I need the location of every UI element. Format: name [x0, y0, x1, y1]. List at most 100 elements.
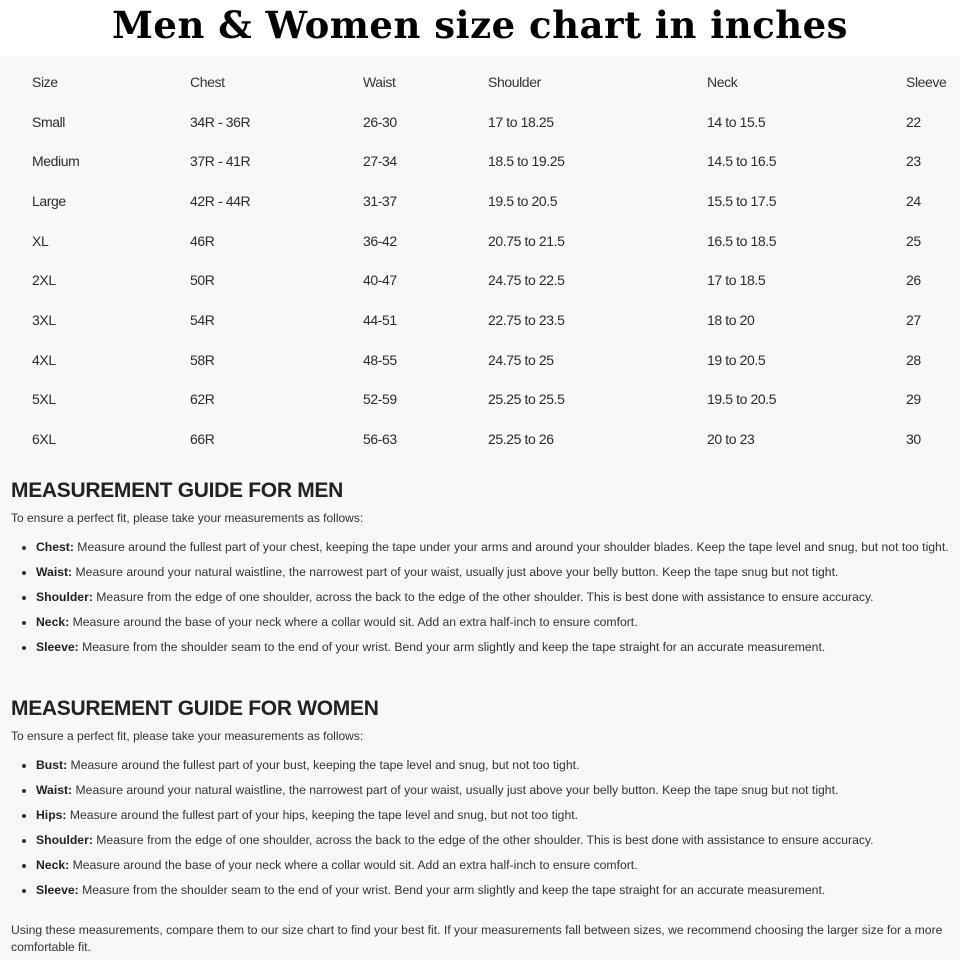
guide-item-text: Measure around your natural waistline, t…: [72, 783, 839, 797]
guide-item-text: Measure around the fullest part of your …: [73, 540, 949, 554]
guide-item: Waist: Measure around your natural waist…: [22, 782, 951, 799]
guide-item-term: Bust:: [36, 758, 68, 772]
table-header-row: Size Chest Waist Shoulder Neck Sleeve: [0, 62, 956, 102]
table-cell: 18.5 to 19.25: [488, 153, 565, 170]
table-cell: 62R: [190, 391, 215, 408]
table-row: 5XL 62R 52-59 25.25 to 25.5 19.5 to 20.5 29: [0, 380, 956, 420]
table-cell: Large: [32, 192, 66, 209]
table-row: Medium 37R - 41R 27-34 18.5 to 19.25 14.5 to…: [0, 141, 956, 181]
table-cell: 52-59: [363, 391, 397, 408]
guide-item-term: Sleeve:: [36, 883, 79, 897]
table-cell: 3XL: [32, 311, 56, 328]
guide-item-text: Measure from the shoulder seam to the en…: [78, 883, 826, 897]
guide-item: Chest: Measure around the fullest part o…: [22, 539, 951, 556]
page-title: Men & Women size chart in inches: [0, 0, 960, 56]
guide-item: Hips: Measure around the fullest part of…: [22, 807, 951, 824]
guide-item-text: Measure around the fullest part of your …: [67, 758, 580, 772]
table-row: Small 34R - 36R 26-30 17 to 18.25 14 to 15.5…: [0, 102, 956, 142]
table-cell: 37R - 41R: [190, 153, 251, 170]
table-cell: 66R: [190, 431, 215, 448]
table-cell: Medium: [32, 153, 80, 170]
table-cell: 20.75 to 21.5: [488, 232, 565, 249]
women-guide-intro: To ensure a perfect fit, please take you…: [11, 729, 364, 743]
table-cell: 30: [906, 431, 921, 448]
guide-item-term: Shoulder:: [36, 833, 93, 847]
guide-item-text: Measure around your natural waistline, t…: [72, 565, 839, 579]
guide-item: Neck: Measure around the base of your ne…: [22, 614, 951, 631]
table-cell: 14 to 15.5: [707, 113, 766, 130]
table-cell: 26-30: [363, 113, 397, 130]
table-cell: 18 to 20: [707, 311, 755, 328]
table-cell: 28: [906, 351, 921, 368]
table-cell: 25.25 to 26: [488, 431, 554, 448]
guide-item-term: Shoulder:: [36, 590, 93, 604]
guide-item: Waist: Measure around your natural waist…: [22, 564, 951, 581]
table-cell: 54R: [190, 311, 215, 328]
column-header: Neck: [707, 73, 738, 90]
table-cell: 27-34: [363, 153, 397, 170]
table-cell: 46R: [190, 232, 215, 249]
table-cell: 15.5 to 17.5: [707, 192, 777, 209]
table-cell: 25.25 to 25.5: [488, 391, 565, 408]
footer-note: Using these measurements, compare them t…: [11, 923, 943, 954]
table-cell: 2XL: [32, 272, 56, 289]
guide-item: Shoulder: Measure from the edge of one s…: [22, 589, 951, 606]
table-cell: 29: [906, 391, 921, 408]
guide-item: Sleeve: Measure from the shoulder seam t…: [22, 639, 951, 656]
table-cell: 44-51: [363, 311, 397, 328]
column-header: Shoulder: [488, 73, 541, 90]
column-header: Waist: [363, 73, 396, 90]
table-cell: 58R: [190, 351, 215, 368]
table-row: 3XL 54R 44-51 22.75 to 23.5 18 to 20 27: [0, 300, 956, 340]
table-cell: 19 to 20.5: [707, 351, 766, 368]
table-cell: 14.5 to 16.5: [707, 153, 777, 170]
table-cell: 50R: [190, 272, 215, 289]
table-row: 4XL 58R 48-55 24.75 to 25 19 to 20.5 28: [0, 340, 956, 380]
guide-item-text: Measure from the edge of one shoulder, a…: [92, 833, 874, 847]
men-guide-list: Chest: Measure around the fullest part o…: [0, 539, 951, 664]
table-cell: 19.5 to 20.5: [488, 192, 558, 209]
guide-item-text: Measure around the base of your neck whe…: [69, 858, 638, 872]
guide-item-text: Measure from the edge of one shoulder, a…: [92, 590, 874, 604]
men-guide-intro: To ensure a perfect fit, please take you…: [11, 511, 364, 525]
table-cell: 6XL: [32, 431, 56, 448]
guide-item: Sleeve: Measure from the shoulder seam t…: [22, 882, 951, 899]
women-guide-list: Bust: Measure around the fullest part of…: [0, 757, 951, 907]
table-cell: 25: [906, 232, 921, 249]
men-guide-heading: MEASUREMENT GUIDE FOR MEN: [11, 479, 344, 502]
guide-item-term: Hips:: [36, 808, 67, 822]
guide-item: Bust: Measure around the fullest part of…: [22, 757, 951, 774]
women-guide-heading: MEASUREMENT GUIDE FOR WOMEN: [11, 697, 379, 720]
table-cell: 24.75 to 25: [488, 351, 554, 368]
table-cell: 42R - 44R: [190, 192, 251, 209]
table-cell: 5XL: [32, 391, 56, 408]
table-cell: 22.75 to 23.5: [488, 311, 565, 328]
table-cell: 27: [906, 311, 921, 328]
guide-item-text: Measure around the base of your neck whe…: [69, 615, 638, 629]
column-header: Chest: [190, 73, 225, 90]
guide-item: Shoulder: Measure from the edge of one s…: [22, 832, 951, 849]
guide-item-text: Measure from the shoulder seam to the en…: [78, 640, 826, 654]
column-header: Sleeve: [906, 73, 947, 90]
guide-item-term: Waist:: [36, 565, 73, 579]
table-cell: 34R - 36R: [190, 113, 251, 130]
table-cell: 23: [906, 153, 921, 170]
table-cell: 56-63: [363, 431, 397, 448]
table-cell: 40-47: [363, 272, 397, 289]
table-cell: 17 to 18.5: [707, 272, 766, 289]
table-cell: 31-37: [363, 192, 397, 209]
table-cell: 16.5 to 18.5: [707, 232, 777, 249]
table-cell: 36-42: [363, 232, 397, 249]
table-row: 2XL 50R 40-47 24.75 to 22.5 17 to 18.5 26: [0, 260, 956, 300]
table-cell: 24: [906, 192, 921, 209]
guide-item-term: Sleeve:: [36, 640, 79, 654]
size-table: Size Chest Waist Shoulder Neck Sleeve Small 34…: [0, 62, 956, 459]
table-cell: 26: [906, 272, 921, 289]
guide-item-term: Chest:: [36, 540, 74, 554]
guide-item-term: Neck:: [36, 858, 70, 872]
table-cell: 19.5 to 20.5: [707, 391, 777, 408]
table-row: XL 46R 36-42 20.75 to 21.5 16.5 to 18.5 25: [0, 221, 956, 261]
guide-item-text: Measure around the fullest part of your …: [66, 808, 578, 822]
table-cell: Small: [32, 113, 66, 130]
table-row: Large 42R - 44R 31-37 19.5 to 20.5 15.5 to 1…: [0, 181, 956, 221]
